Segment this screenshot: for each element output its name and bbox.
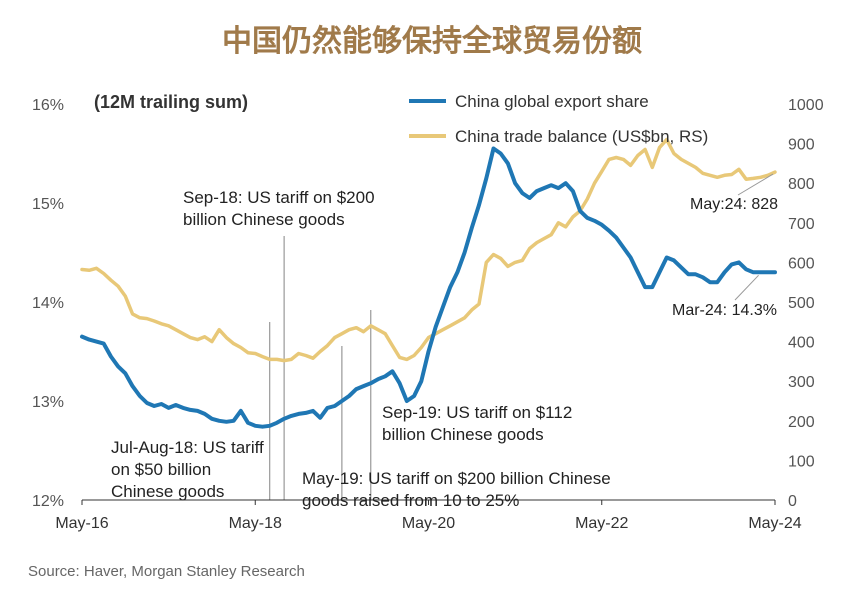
series-layer <box>80 137 777 429</box>
y-right-tick-label: 800 <box>788 176 815 193</box>
annotation-text: Sep-19: US tariff on $112 <box>382 403 572 422</box>
y-left-tick-label: 16% <box>32 97 64 114</box>
y-right-tick-label: 1000 <box>788 97 824 114</box>
y-right-tick-label: 600 <box>788 255 815 272</box>
x-tick-label: May-20 <box>402 515 455 532</box>
annotation-text: billion Chinese goods <box>183 210 345 229</box>
series-line-export-share <box>80 146 777 429</box>
legend-label: China trade balance (US$bn, RS) <box>455 127 708 146</box>
annotation-text: Chinese goods <box>111 482 224 501</box>
y-right-tick-label: 100 <box>788 453 815 470</box>
chart-subtitle: (12M trailing sum) <box>94 92 248 112</box>
axis-layer: May-16 May-18 May-20 May-22 May-24 12% 13% 14% 1… <box>32 97 824 532</box>
y-right-tick-label: 500 <box>788 295 815 312</box>
series-line-trade-balance <box>80 137 777 363</box>
legend: China global export share China trade bal… <box>409 92 708 146</box>
y-right-tick-label: 300 <box>788 374 815 391</box>
y-left-tick-label: 14% <box>32 295 64 312</box>
annotation-text: Sep-18: US tariff on $200 <box>183 188 375 207</box>
legend-label: China global export share <box>455 92 649 111</box>
x-tick-label: May-22 <box>575 515 628 532</box>
leader-line-trade-balance <box>737 173 774 196</box>
y-left-tick-label: 13% <box>32 394 64 411</box>
y-right-tick-label: 700 <box>788 216 815 233</box>
x-tick-label: May-18 <box>229 515 282 532</box>
x-tick-label: May-16 <box>55 515 108 532</box>
y-left-tick-label: 15% <box>32 196 64 213</box>
annotation-text: goods raised from 10 to 25% <box>302 491 519 510</box>
x-tick-label: May-24 <box>748 515 801 532</box>
chart-source: Source: Haver, Morgan Stanley Research <box>28 563 305 580</box>
annotation-text: Mar-24: 14.3% <box>672 302 777 319</box>
annotation-text: billion Chinese goods <box>382 425 544 444</box>
y-right-tick-label: 400 <box>788 335 815 352</box>
annotation-text: May:24: 828 <box>690 196 778 213</box>
annotations: Sep-18: US tariff on $200 billion Chinese… <box>111 173 778 510</box>
annotation-text: on $50 billion <box>111 460 211 479</box>
annotation-text: Jul-Aug-18: US tariff <box>111 438 264 457</box>
y-right-tick-label: 900 <box>788 137 815 154</box>
y-right-tick-label: 0 <box>788 493 797 510</box>
annotation-text: May-19: US tariff on $200 billion Chines… <box>302 469 611 488</box>
leader-line-export-share <box>734 274 759 301</box>
chart-title: 中国仍然能够保持全球贸易份额 <box>222 24 642 59</box>
event-lines <box>269 236 372 500</box>
y-left-tick-label: 12% <box>32 493 64 510</box>
y-right-tick-label: 200 <box>788 414 815 431</box>
